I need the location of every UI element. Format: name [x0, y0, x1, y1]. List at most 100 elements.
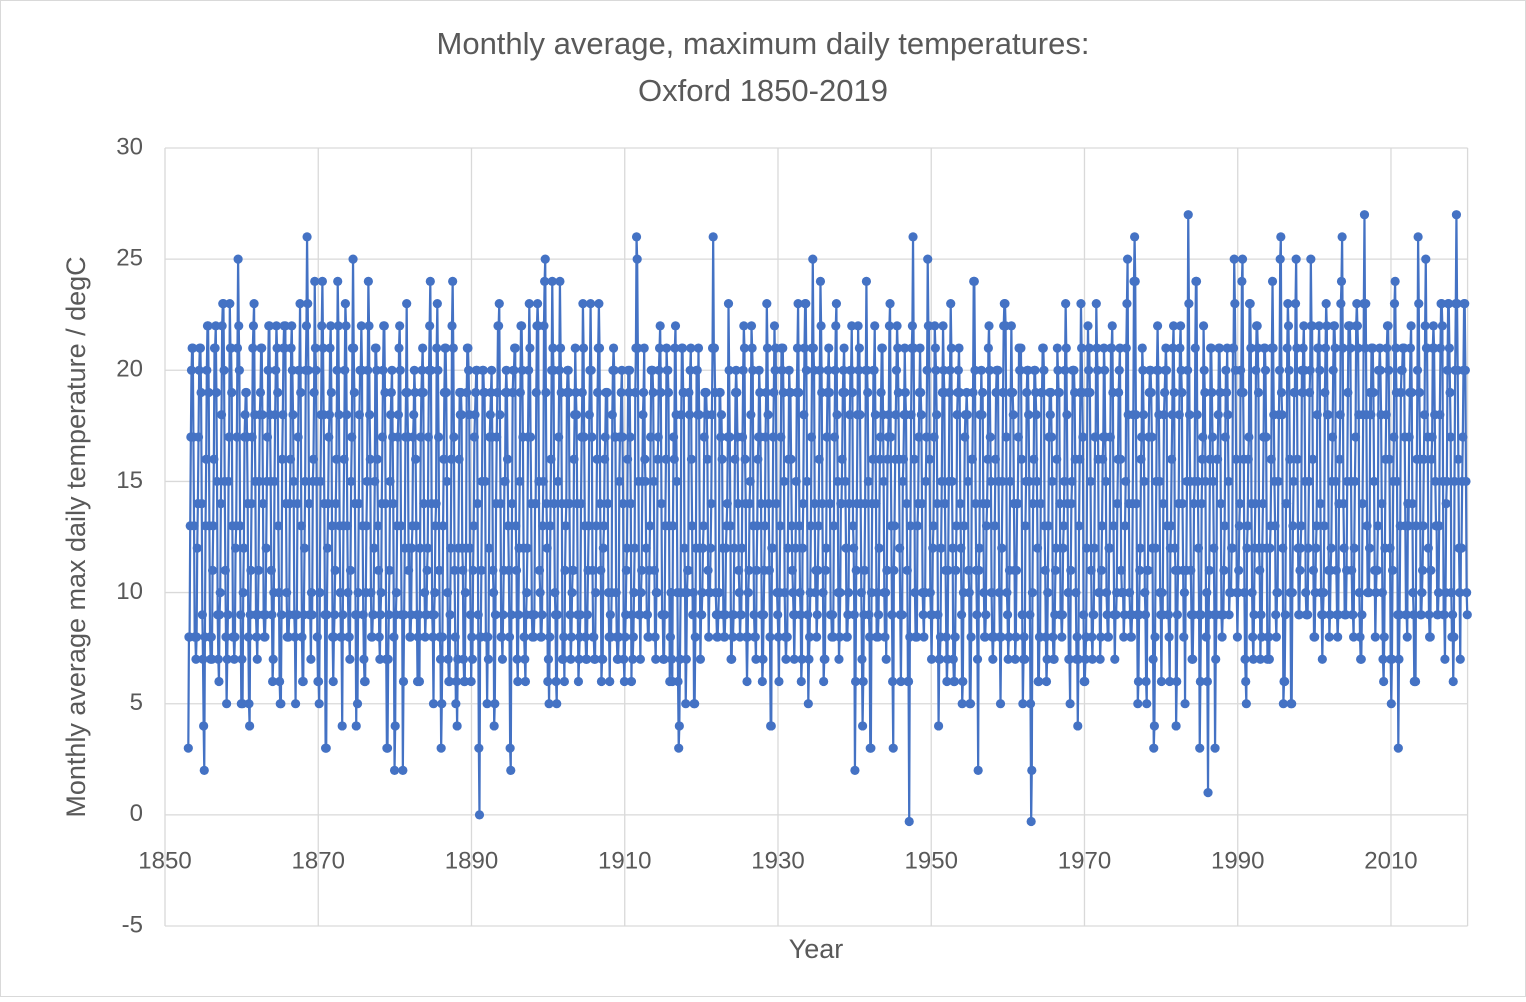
data-point — [1224, 610, 1234, 620]
data-point — [571, 387, 581, 398]
data-point — [813, 521, 824, 531]
data-point — [1276, 387, 1287, 398]
data-point — [419, 499, 429, 509]
data-point — [627, 610, 637, 620]
data-point — [699, 432, 709, 442]
data-point — [511, 565, 522, 575]
data-point — [716, 432, 726, 442]
data-point — [372, 454, 382, 464]
data-point — [1229, 254, 1239, 264]
data-point — [1328, 365, 1338, 375]
data-point — [342, 410, 352, 420]
data-point — [1238, 387, 1248, 398]
data-point — [1158, 499, 1168, 509]
data-point — [1345, 321, 1355, 331]
data-point — [780, 587, 790, 598]
data-point — [1399, 343, 1409, 353]
data-point — [460, 676, 470, 687]
data-point — [1168, 321, 1179, 331]
data-point — [886, 432, 896, 442]
data-point — [1352, 321, 1363, 331]
data-point — [342, 521, 352, 531]
data-point — [552, 610, 562, 620]
data-point — [502, 454, 513, 464]
data-point — [850, 765, 860, 776]
data-point — [949, 676, 960, 687]
data-point — [600, 454, 610, 464]
data-point — [854, 343, 865, 353]
data-point — [322, 543, 333, 553]
data-point — [1094, 587, 1105, 598]
data-point — [1447, 610, 1458, 620]
data-point — [449, 432, 459, 442]
data-point — [587, 565, 598, 575]
data-point — [373, 521, 383, 531]
data-point — [1016, 343, 1026, 353]
data-point — [324, 432, 334, 442]
data-point — [928, 543, 938, 553]
data-point — [633, 343, 643, 353]
data-point — [1255, 654, 1265, 664]
data-point — [360, 676, 370, 687]
data-point — [223, 476, 234, 487]
data-point — [598, 543, 608, 553]
data-point — [1280, 676, 1290, 687]
data-point — [308, 454, 319, 464]
data-point — [535, 587, 545, 598]
data-point — [351, 721, 361, 731]
data-point — [1220, 521, 1230, 531]
y-tick-label: 5 — [130, 689, 143, 716]
data-point — [529, 610, 539, 620]
data-point — [188, 343, 198, 353]
data-point — [1066, 565, 1076, 575]
data-point — [824, 343, 834, 353]
data-point — [222, 699, 232, 709]
data-point — [822, 432, 832, 442]
data-point — [1145, 365, 1156, 375]
data-point — [902, 565, 912, 575]
data-point — [287, 321, 297, 331]
data-point — [773, 610, 783, 620]
data-point — [214, 610, 225, 620]
data-point — [525, 432, 536, 442]
data-point — [835, 587, 845, 598]
data-point — [670, 343, 680, 353]
data-point — [1260, 365, 1271, 375]
data-point — [565, 610, 575, 620]
data-point — [660, 610, 670, 620]
data-point — [307, 610, 317, 620]
data-point — [414, 676, 425, 687]
data-point — [1441, 499, 1451, 509]
data-point — [849, 610, 859, 620]
data-point — [1053, 365, 1063, 375]
data-point — [1440, 654, 1450, 664]
data-point — [983, 454, 993, 464]
data-point — [1408, 587, 1418, 598]
data-point — [1207, 432, 1218, 442]
data-point — [861, 276, 872, 286]
data-point — [1449, 476, 1460, 487]
data-point — [819, 676, 829, 687]
data-point — [362, 476, 372, 487]
data-point — [441, 343, 451, 353]
data-point — [783, 543, 793, 553]
data-point — [1433, 587, 1444, 598]
data-point — [1360, 343, 1370, 353]
data-point — [255, 387, 266, 398]
data-point — [1164, 632, 1174, 642]
data-point — [224, 432, 234, 442]
data-point — [354, 410, 365, 420]
data-point — [997, 543, 1007, 553]
data-point — [642, 610, 653, 620]
data-point — [727, 654, 737, 664]
data-point — [946, 299, 956, 309]
data-point — [791, 476, 801, 487]
data-point — [542, 543, 552, 553]
data-point — [476, 565, 486, 575]
data-point — [768, 432, 778, 442]
data-point — [808, 343, 819, 353]
data-point — [1349, 632, 1359, 642]
data-point — [640, 454, 650, 464]
data-point — [444, 676, 455, 687]
data-point — [257, 343, 267, 353]
